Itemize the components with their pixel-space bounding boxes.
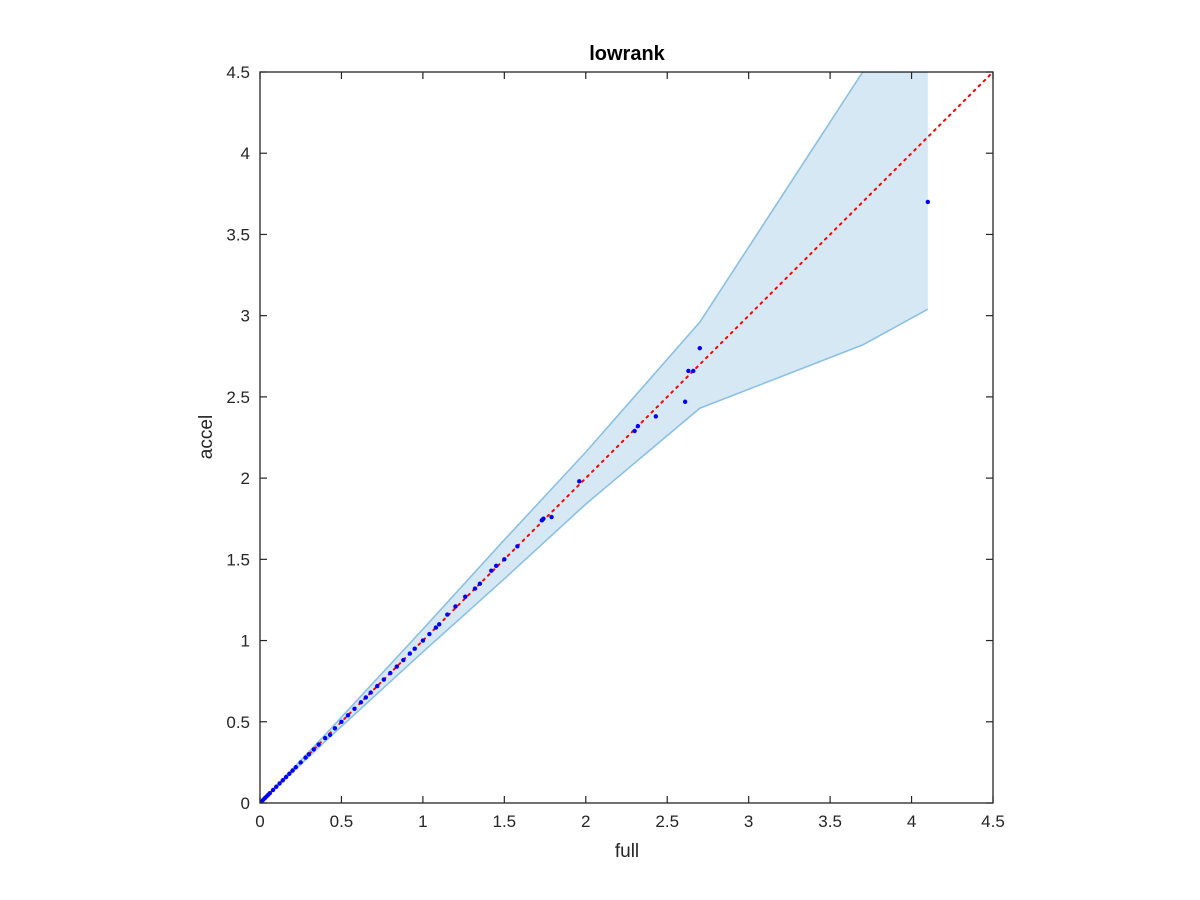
data-point (420, 638, 426, 643)
data-point (433, 625, 439, 630)
data-point (463, 594, 468, 599)
y-axis-label: accel (196, 415, 217, 459)
data-point (682, 399, 688, 404)
data-point (290, 768, 295, 773)
identity-reference-line (260, 72, 993, 803)
x-tick-label: 0 (255, 812, 264, 831)
y-tick-label: 3.5 (226, 225, 250, 244)
data-point (502, 557, 507, 562)
x-tick-label: 0.5 (330, 812, 354, 831)
band-upper-edge (260, 72, 928, 803)
x-tick-label: 1.5 (493, 812, 517, 831)
x-tick-label: 2 (581, 812, 590, 831)
y-tick-label: 4.5 (226, 63, 250, 82)
data-point (293, 765, 299, 770)
y-tick-label: 0.5 (226, 713, 250, 732)
y-tick-label: 1 (241, 632, 250, 651)
data-point (358, 700, 364, 705)
data-point (632, 428, 637, 434)
data-point (345, 713, 351, 718)
data-point (303, 755, 308, 760)
data-point (381, 677, 386, 682)
y-tick-label: 4 (241, 144, 250, 163)
data-point (493, 563, 499, 569)
data-point (549, 514, 554, 520)
data-point (686, 368, 691, 374)
data-point (436, 622, 442, 627)
data-points (260, 199, 931, 803)
data-point (691, 368, 696, 374)
data-point (274, 784, 279, 789)
data-point (407, 651, 413, 656)
data-point (541, 516, 546, 521)
y-axis-ticks: 0 0.5 1 1.5 2 2.5 3 3.5 4 4.5 (226, 63, 993, 813)
data-point (368, 690, 373, 695)
data-point (653, 414, 659, 419)
data-point (352, 706, 357, 711)
data-point (515, 544, 520, 549)
data-point (412, 646, 417, 651)
data-point (332, 726, 338, 731)
data-point (577, 479, 582, 484)
y-tick-label: 0 (241, 794, 250, 813)
data-point (287, 771, 292, 776)
data-point (427, 631, 432, 637)
data-point (635, 423, 641, 429)
axes-box (259, 71, 994, 804)
y-tick-label: 2.5 (226, 388, 250, 407)
data-point (316, 742, 321, 747)
data-point (306, 752, 312, 757)
data-point (339, 719, 344, 724)
y-tick-label: 1.5 (226, 550, 250, 569)
data-point (363, 695, 369, 700)
data-point (394, 664, 400, 669)
data-point (489, 568, 494, 573)
x-tick-label: 1 (418, 812, 427, 831)
data-point (277, 781, 282, 786)
chart-title: lowrank (589, 43, 665, 65)
data-point (925, 199, 931, 205)
data-point (375, 683, 380, 689)
data-point (298, 760, 303, 765)
data-point (697, 345, 702, 351)
data-point (283, 774, 289, 780)
x-tick-label: 3 (744, 812, 753, 831)
x-tick-label: 4 (907, 812, 916, 831)
data-point (280, 778, 286, 783)
data-point (311, 747, 316, 752)
data-point (322, 735, 328, 741)
x-axis-label: full (615, 841, 639, 862)
data-point (453, 604, 458, 609)
data-point (445, 612, 450, 617)
data-point (267, 791, 272, 796)
x-tick-label: 2.5 (655, 812, 679, 831)
band-lower-edge (260, 308, 929, 803)
data-point (327, 732, 333, 737)
x-axis-ticks: 0 0.5 1 1.5 2 2.5 3 3.5 4 4.5 (255, 72, 1005, 831)
confidence-band (260, 72, 928, 803)
data-point (401, 657, 406, 663)
y-tick-label: 3 (241, 307, 250, 326)
x-tick-label: 4.5 (981, 812, 1005, 831)
data-point (270, 787, 276, 793)
data-point (388, 670, 393, 676)
x-tick-label: 3.5 (818, 812, 842, 831)
plot-area: 0 0.5 1 1.5 2 2.5 3 3.5 4 4.5 0 0.5 1 1.5 2 2.5 3 3.5 4 4.… (226, 63, 1004, 831)
data-point (472, 586, 478, 591)
data-point (477, 581, 483, 586)
y-tick-label: 2 (241, 469, 250, 488)
